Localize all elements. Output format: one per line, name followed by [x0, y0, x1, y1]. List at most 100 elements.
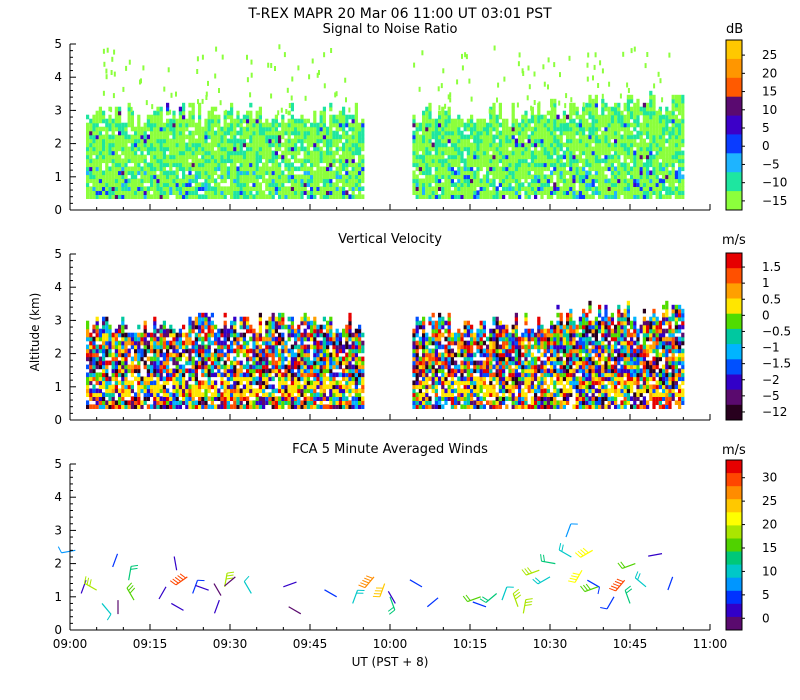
heat-cell	[591, 150, 595, 156]
heat-cell	[351, 162, 355, 168]
heat-cell	[95, 158, 99, 164]
heat-cell	[649, 130, 653, 136]
heat-cell	[476, 194, 480, 199]
heat-cell	[258, 344, 262, 350]
heat-cell	[258, 166, 262, 172]
heat-cell	[649, 106, 653, 112]
heat-cell	[284, 384, 288, 390]
heat-cell	[287, 126, 291, 132]
heat-cell	[137, 126, 141, 132]
heat-cell	[434, 154, 438, 160]
heat-cell	[521, 158, 525, 164]
heat-cell	[630, 114, 634, 120]
heat-cell	[559, 186, 563, 191]
heat-cell	[534, 186, 538, 191]
heat-cell	[162, 360, 166, 366]
heat-cell	[617, 166, 621, 172]
heat-cell	[230, 368, 234, 374]
heat-cell	[566, 178, 570, 184]
heat-cell	[191, 356, 195, 362]
heat-cell	[514, 194, 518, 199]
heat-cell	[191, 114, 195, 120]
heat-cell	[479, 158, 483, 164]
heat-cell	[668, 142, 672, 148]
heat-cell	[118, 170, 122, 176]
heat-cell	[278, 142, 282, 148]
heat-cell	[674, 118, 678, 124]
heat-cell	[242, 396, 246, 401]
heat-cell	[671, 134, 675, 140]
heat-cell	[246, 186, 250, 191]
heat-cell	[239, 364, 243, 370]
heat-cell	[127, 122, 131, 128]
heat-cell	[329, 142, 333, 148]
heat-cell	[434, 162, 438, 168]
heat-speck	[270, 93, 273, 99]
heat-cell	[620, 174, 624, 180]
heat-cell	[524, 162, 528, 168]
heat-cell	[319, 118, 323, 124]
heat-cell	[114, 126, 118, 132]
heat-cell	[594, 142, 598, 148]
heat-cell	[201, 348, 205, 354]
heat-cell	[294, 340, 298, 346]
heat-cell	[502, 166, 506, 172]
heat-cell	[617, 130, 621, 136]
heat-cell	[239, 404, 243, 409]
heat-cell	[553, 106, 557, 112]
heat-cell	[674, 142, 678, 148]
heat-cell	[188, 138, 192, 144]
heat-cell	[198, 166, 202, 172]
heat-cell	[655, 114, 659, 120]
heat-cell	[146, 348, 150, 354]
heat-cell	[438, 158, 442, 164]
heat-cell	[671, 122, 675, 128]
heat-cell	[530, 158, 534, 164]
heat-cell	[322, 178, 326, 184]
heat-cell	[223, 174, 227, 180]
heat-cell	[652, 142, 656, 148]
heat-cell	[214, 106, 218, 112]
heat-cell	[271, 186, 275, 191]
heat-cell	[652, 94, 656, 100]
heat-cell	[102, 376, 106, 382]
heat-cell	[242, 138, 246, 144]
heat-cell	[601, 174, 605, 180]
heat-cell	[540, 150, 544, 156]
heat-cell	[86, 122, 90, 128]
heat-cell	[233, 158, 237, 164]
heat-cell	[258, 122, 262, 128]
heat-cell	[150, 380, 154, 386]
heat-cell	[226, 126, 230, 132]
heat-cell	[188, 174, 192, 180]
heat-cell	[530, 174, 534, 180]
heat-cell	[102, 126, 106, 132]
heat-cell	[511, 146, 515, 152]
heat-cell	[514, 118, 518, 124]
heat-cell	[412, 174, 416, 180]
heat-cell	[537, 138, 541, 144]
heat-cell	[287, 392, 291, 397]
heat-cell	[166, 348, 170, 354]
heat-cell	[175, 376, 179, 382]
heat-cell	[274, 344, 278, 350]
heat-cell	[134, 162, 138, 168]
heat-cell	[415, 194, 419, 199]
heat-cell	[527, 190, 531, 195]
heat-cell	[303, 166, 307, 172]
heat-cell	[169, 174, 173, 180]
heat-cell	[140, 186, 144, 191]
heat-cell	[118, 364, 122, 370]
heat-cell	[681, 94, 685, 100]
heat-cell	[569, 118, 573, 124]
heat-cell	[146, 344, 150, 350]
heat-cell	[486, 130, 490, 136]
heat-cell	[111, 392, 115, 397]
heat-cell	[150, 384, 154, 390]
heat-cell	[111, 178, 115, 184]
heat-cell	[121, 134, 125, 140]
heat-cell	[479, 118, 483, 124]
heat-cell	[268, 392, 272, 397]
heat-cell	[351, 118, 355, 124]
heat-cell	[140, 182, 144, 187]
